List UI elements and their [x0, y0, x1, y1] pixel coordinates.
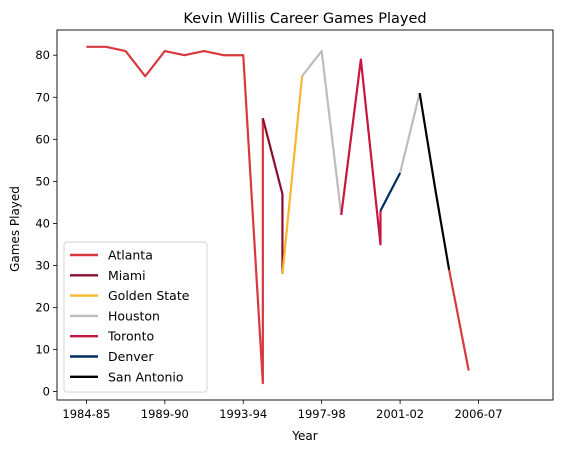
y-tick-label: 80 — [35, 48, 50, 62]
x-tick-label: 1997-98 — [298, 407, 346, 421]
x-tick-label: 1989-90 — [141, 407, 189, 421]
x-tick-label: 1984-85 — [62, 407, 110, 421]
series-line-houston-4 — [301, 49, 343, 216]
y-axis-title: Games Played — [8, 186, 22, 272]
series-line-denver-7 — [379, 172, 402, 212]
series-line-atlanta-0 — [86, 45, 264, 385]
y-tick-label: 0 — [43, 385, 50, 399]
series-line-toronto-6 — [340, 58, 382, 246]
legend-label: Atlanta — [108, 248, 153, 263]
plot-frame — [56, 29, 554, 401]
y-tick-label: 50 — [35, 174, 50, 188]
legend: Atlanta Miami Golden State Houston Toronto De… — [63, 241, 208, 393]
y-axis: 0 10 20 30 40 50 60 70 80 — [35, 48, 57, 399]
series-line-atlanta-1 — [448, 269, 470, 371]
legend-label: Miami — [108, 268, 146, 283]
legend-label: Golden State — [108, 288, 190, 303]
plot-lines — [86, 45, 470, 385]
legend-box — [63, 241, 208, 393]
y-tick-label: 40 — [35, 216, 50, 230]
series-line-houston-5 — [399, 92, 421, 174]
chart-title: Kevin Willis Career Games Played — [183, 11, 426, 27]
legend-label: Toronto — [107, 329, 154, 344]
y-tick-label: 20 — [35, 301, 50, 315]
series-line-san-antonio-8 — [418, 92, 451, 270]
x-axis: 1984-85 1989-90 1993-94 1997-98 2001-02 2006-… — [62, 400, 503, 421]
series-line-miami-2 — [261, 118, 284, 274]
x-tick-label: 1993-94 — [219, 407, 267, 421]
series-line-golden-state-3 — [281, 76, 304, 274]
legend-label: San Antonio — [108, 369, 184, 384]
x-tick-label: 2001-02 — [376, 407, 424, 421]
legend-label: Houston — [108, 308, 160, 323]
x-axis-title: Year — [291, 429, 317, 443]
legend-label: Denver — [108, 349, 154, 364]
y-tick-label: 10 — [35, 343, 50, 357]
y-tick-label: 30 — [35, 258, 50, 272]
y-tick-label: 60 — [35, 132, 50, 146]
y-tick-label: 70 — [35, 90, 50, 104]
x-tick-label: 2006-07 — [454, 407, 502, 421]
